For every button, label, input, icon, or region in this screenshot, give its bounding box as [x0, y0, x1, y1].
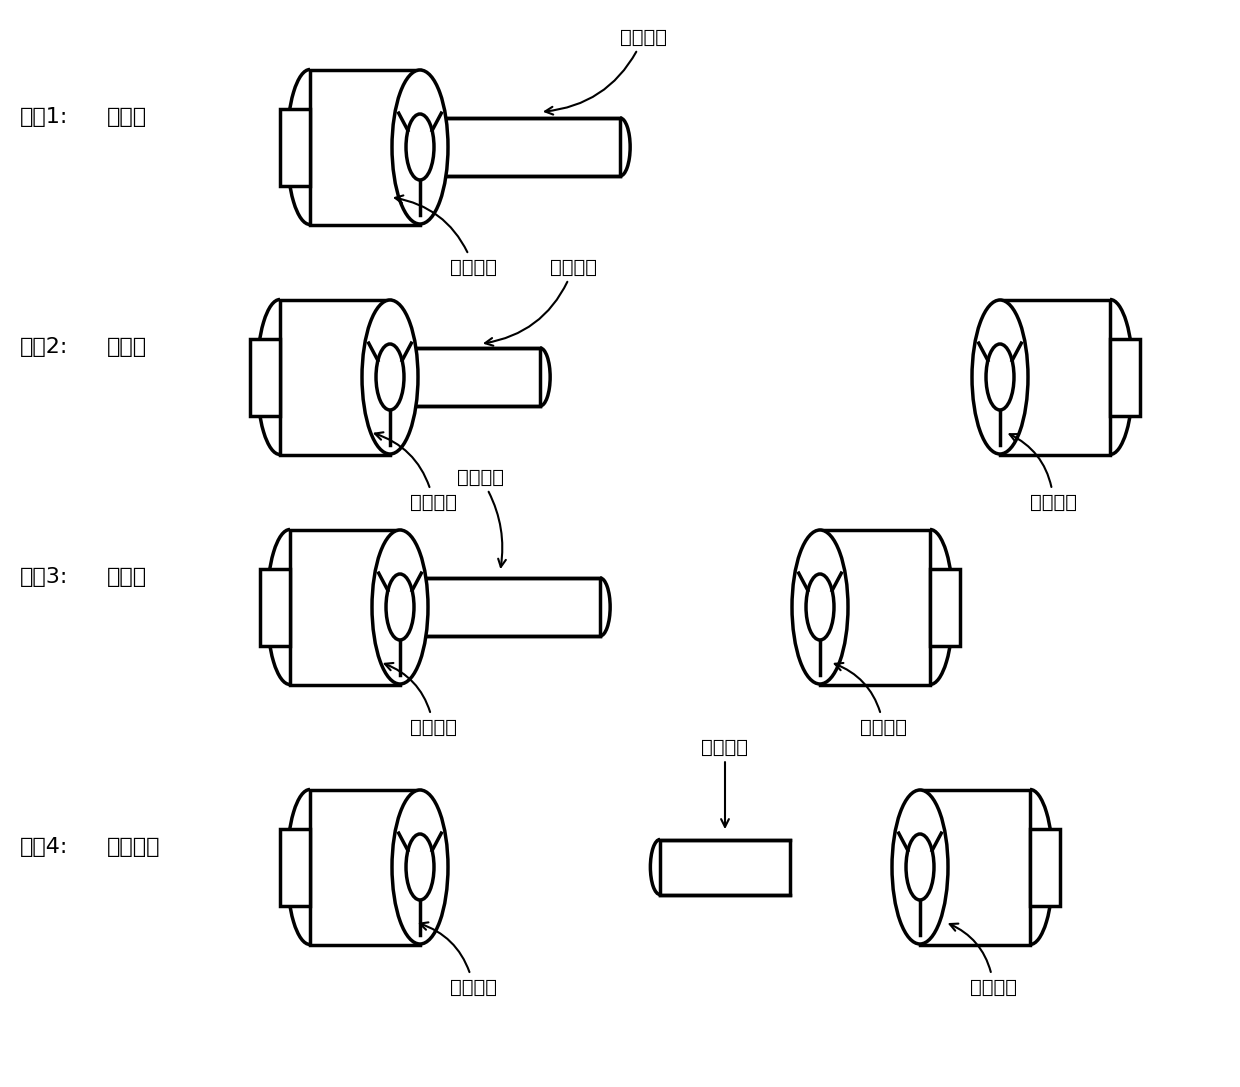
Bar	[420, 118, 620, 176]
Ellipse shape	[806, 574, 835, 640]
Bar	[1110, 338, 1140, 415]
Ellipse shape	[405, 834, 434, 900]
Text: 同期主轴: 同期主轴	[835, 663, 906, 737]
Ellipse shape	[972, 300, 1028, 454]
Text: 步骤3:: 步骤3:	[20, 567, 68, 587]
Bar	[310, 789, 420, 945]
Text: 步骤2:: 步骤2:	[20, 337, 68, 357]
Bar	[310, 70, 420, 225]
Bar	[250, 338, 280, 415]
Text: 接料完成: 接料完成	[107, 837, 160, 857]
Text: 加工工件: 加工工件	[546, 27, 667, 114]
Bar	[280, 300, 391, 454]
Text: 同期主轴: 同期主轴	[1009, 434, 1078, 512]
Text: 加工後: 加工後	[107, 337, 148, 357]
Ellipse shape	[386, 574, 414, 640]
Text: 加工前: 加工前	[107, 107, 148, 127]
Bar	[401, 578, 600, 636]
Bar	[1030, 828, 1060, 905]
Text: 步骤4:: 步骤4:	[20, 837, 68, 857]
Ellipse shape	[792, 530, 848, 684]
Ellipse shape	[986, 343, 1014, 410]
Text: 基础主轴: 基础主轴	[384, 663, 458, 737]
Ellipse shape	[372, 530, 428, 684]
Text: 加工工件: 加工工件	[456, 467, 506, 567]
Bar	[260, 569, 290, 646]
Ellipse shape	[906, 834, 934, 900]
Text: 同期主轴: 同期主轴	[950, 924, 1017, 997]
Bar	[280, 828, 310, 905]
Ellipse shape	[376, 343, 404, 410]
Text: 基础主轴: 基础主轴	[396, 196, 497, 276]
Bar	[280, 109, 310, 186]
Bar	[290, 529, 401, 685]
Ellipse shape	[405, 114, 434, 180]
Text: 基础主轴: 基础主轴	[420, 923, 497, 997]
Ellipse shape	[892, 790, 949, 944]
Text: 接料中: 接料中	[107, 567, 148, 587]
Text: 步骤1:: 步骤1:	[20, 107, 68, 127]
Bar	[920, 789, 1030, 945]
Bar	[391, 348, 539, 407]
Text: 加工工件: 加工工件	[485, 258, 596, 346]
Ellipse shape	[392, 790, 448, 944]
Bar	[999, 300, 1110, 454]
Bar	[820, 529, 930, 685]
Text: 加工工件: 加工工件	[702, 737, 749, 827]
Ellipse shape	[392, 70, 448, 224]
Ellipse shape	[362, 300, 418, 454]
Bar	[930, 569, 960, 646]
Bar	[660, 839, 790, 895]
Text: 基础主轴: 基础主轴	[374, 433, 458, 512]
